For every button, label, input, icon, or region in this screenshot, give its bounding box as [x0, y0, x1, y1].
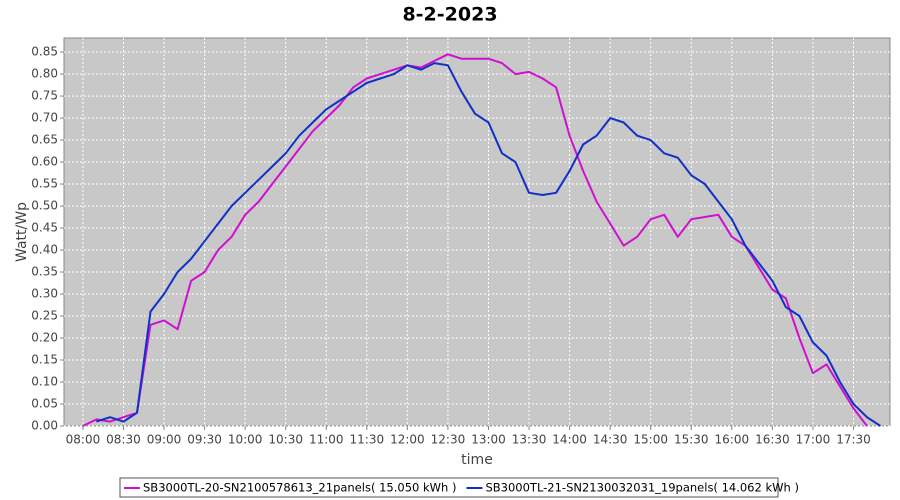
y-tick-label: 0.65: [31, 133, 58, 147]
x-tick-label: 09:00: [147, 433, 182, 447]
plot-area: [63, 37, 891, 427]
x-tick-label: 17:00: [796, 433, 831, 447]
y-tick-label: 0.60: [31, 155, 58, 169]
x-tick-label: 15:30: [674, 433, 709, 447]
x-tick-label: 13:30: [512, 433, 547, 447]
y-tick-label: 0.00: [31, 419, 58, 433]
x-tick-label: 14:30: [593, 433, 628, 447]
legend-label: SB3000TL-20-SN2100578613_21panels( 15.05…: [143, 481, 456, 495]
x-tick-label: 16:00: [715, 433, 750, 447]
y-tick-label: 0.50: [31, 199, 58, 213]
x-tick-label: 12:30: [431, 433, 466, 447]
x-axis-label: time: [461, 452, 493, 468]
x-tick-label: 12:00: [390, 433, 425, 447]
chart-title: 8-2-2023: [402, 4, 497, 26]
y-tick-label: 0.45: [31, 221, 58, 235]
y-tick-label: 0.15: [31, 353, 58, 367]
x-tick-label: 08:00: [66, 433, 101, 447]
y-tick-label: 0.25: [31, 309, 58, 323]
y-tick-label: 0.35: [31, 265, 58, 279]
series-line: [82, 53, 868, 427]
y-tick-label: 0.10: [31, 375, 58, 389]
y-tick-label: 0.30: [31, 287, 58, 301]
x-tick-label: 08:30: [106, 433, 141, 447]
legend-label: SB3000TL-21-SN2130032031_19panels( 14.06…: [485, 481, 798, 495]
y-tick-label: 0.55: [31, 177, 58, 191]
x-tick-label: 11:00: [309, 433, 344, 447]
y-tick-label: 0.40: [31, 243, 58, 257]
x-tick-label: 17:30: [836, 433, 871, 447]
x-tick-label: 09:30: [187, 433, 222, 447]
y-tick-label: 0.75: [31, 89, 58, 103]
series-line: [96, 62, 882, 427]
y-axis-label: Watt/Wp: [14, 202, 30, 262]
x-tick-label: 10:00: [228, 433, 263, 447]
x-tick-label: 13:00: [471, 433, 506, 447]
x-tick-label: 15:00: [633, 433, 668, 447]
y-tick-label: 0.70: [31, 111, 58, 125]
y-tick-label: 0.85: [31, 45, 58, 59]
x-tick-label: 16:30: [755, 433, 790, 447]
y-tick-label: 0.05: [31, 397, 58, 411]
y-tick-label: 0.20: [31, 331, 58, 345]
x-tick-label: 10:30: [268, 433, 303, 447]
y-tick-label: 0.80: [31, 67, 58, 81]
x-tick-label: 11:30: [350, 433, 385, 447]
legend: [119, 477, 779, 498]
x-tick-label: 14:00: [552, 433, 587, 447]
